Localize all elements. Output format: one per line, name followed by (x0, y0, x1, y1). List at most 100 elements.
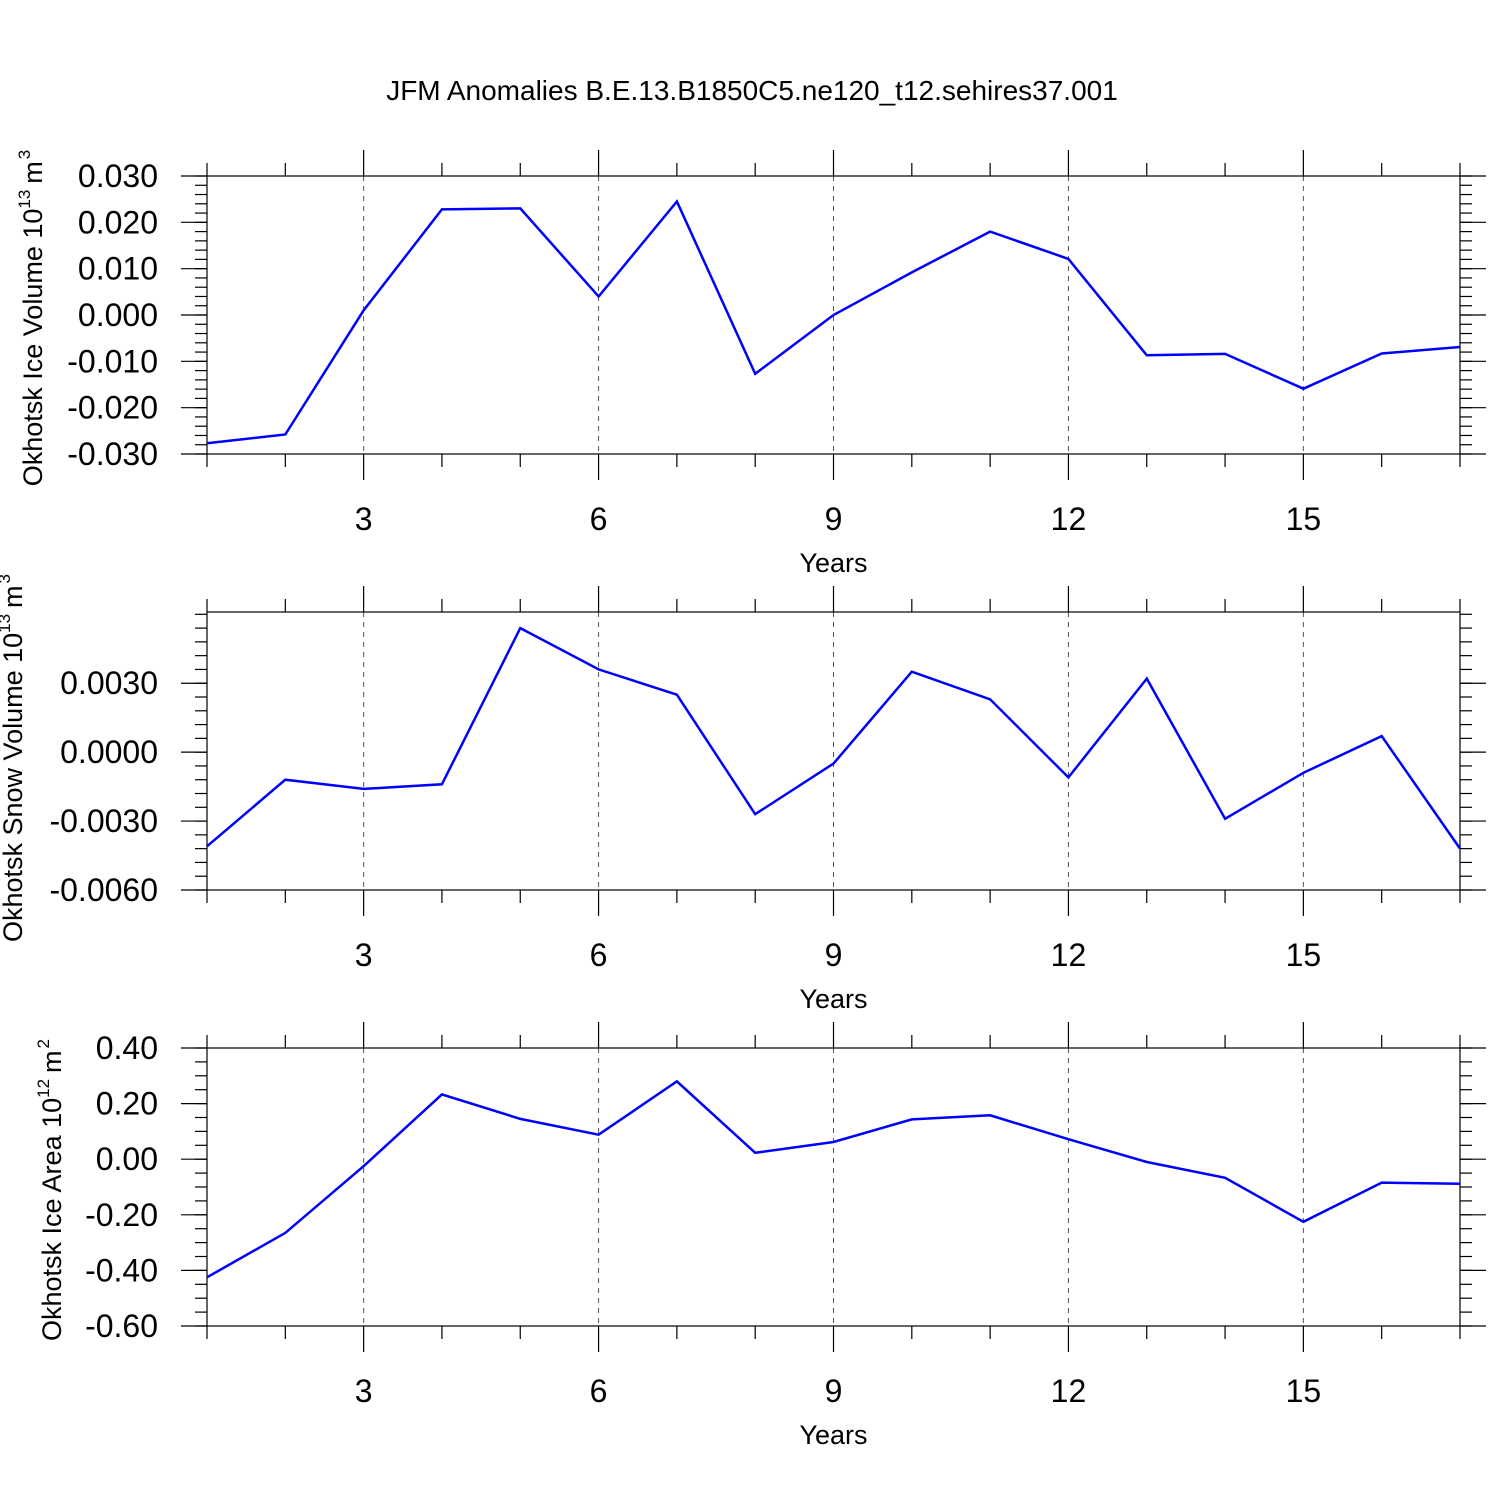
y-axis-title-unit: m (18, 161, 48, 184)
data-point (1457, 846, 1463, 852)
y-tick-label: -0.0060 (49, 872, 158, 908)
y-tick-label: 0.40 (96, 1030, 158, 1066)
chart-title: JFM Anomalies B.E.13.B1850C5.ne120_t12.s… (386, 75, 1118, 106)
data-point (1065, 774, 1071, 780)
data-point (1065, 1136, 1071, 1142)
data-point (1379, 733, 1385, 739)
x-tick-label: 9 (825, 937, 843, 973)
data-point (1222, 816, 1228, 822)
data-point (752, 371, 758, 377)
data-point (1144, 1159, 1150, 1165)
y-axis-title-unit: m (0, 585, 28, 608)
y-tick-label: 0.000 (78, 297, 158, 333)
panel-2: -0.0060 -0.0030 0.0000 0.0030 3 6 9 12 15 Years Ok… (0, 574, 1486, 1014)
data-point (909, 669, 915, 675)
data-point (1379, 1180, 1385, 1186)
data-point (204, 440, 210, 446)
data-point (282, 777, 288, 783)
x-tick-label: 12 (1051, 937, 1087, 973)
x-tick-label: 3 (355, 937, 373, 973)
y-axis-title-text: Okhotsk Ice Volume 10 (18, 209, 48, 487)
data-point (674, 1078, 680, 1084)
x-axis-title: Years (799, 984, 867, 1014)
y-axis-title: Okhotsk Snow Volume 1013 m 3 (0, 574, 28, 942)
data-point (204, 843, 210, 849)
data-point (1222, 1175, 1228, 1181)
data-point (752, 811, 758, 817)
y-axis-title-unit-exponent: 2 (34, 1039, 53, 1048)
data-point (1457, 1181, 1463, 1187)
data-point (1144, 676, 1150, 682)
data-point (752, 1150, 758, 1156)
data-point (517, 625, 523, 631)
x-tick-label: 3 (355, 501, 373, 537)
x-tick-label: 15 (1286, 937, 1322, 973)
data-point (1457, 344, 1463, 350)
y-tick-label: 0.010 (78, 251, 158, 287)
x-axis-title: Years (799, 548, 867, 578)
series-line (206, 199, 1461, 445)
data-point (1065, 256, 1071, 262)
data-point (831, 312, 837, 318)
series-line (206, 626, 1462, 850)
y-tick-label: -0.0030 (49, 803, 158, 839)
x-tick-label: 12 (1051, 501, 1087, 537)
data-point (596, 1132, 602, 1138)
y-axis-title: Okhotsk Ice Volume 1013 m 3 (15, 150, 48, 487)
x-tick-label: 6 (590, 1373, 608, 1409)
data-point (282, 432, 288, 438)
y-axis-title-unit: m (37, 1050, 67, 1073)
data-point (439, 1091, 445, 1097)
data-point (1144, 352, 1150, 358)
y-tick-label: -0.40 (85, 1252, 158, 1288)
y-tick-label: -0.20 (85, 1197, 158, 1233)
panel-1: -0.030 -0.020 -0.010 0.000 0.010 0.020 0.030 3 6… (15, 150, 1486, 578)
x-tick-label: 9 (825, 501, 843, 537)
y-tick-label: 0.00 (96, 1141, 158, 1177)
data-point (987, 1112, 993, 1118)
data-point (987, 696, 993, 702)
data-point (831, 761, 837, 767)
y-tick-label: 0.0030 (60, 665, 158, 701)
data-point (204, 1274, 210, 1280)
y-tick-label: -0.60 (85, 1308, 158, 1344)
x-tick-label: 6 (590, 937, 608, 973)
data-point (439, 206, 445, 212)
y-tick-label: -0.010 (67, 343, 158, 379)
panel-3: -0.60 -0.40 -0.20 0.00 0.20 0.40 3 6 9 12 15 Years O… (34, 1022, 1486, 1450)
y-axis-title-exponent: 12 (34, 1079, 53, 1098)
y-tick-label: 0.20 (96, 1086, 158, 1122)
data-point (909, 269, 915, 275)
data-point (674, 692, 680, 698)
y-tick-label: -0.030 (67, 436, 158, 472)
data-point (1222, 351, 1228, 357)
y-tick-label: 0.030 (78, 158, 158, 194)
x-tick-label: 6 (590, 501, 608, 537)
y-tick-label: 0.020 (78, 204, 158, 240)
data-point (596, 293, 602, 299)
y-axis-title-text: Okhotsk Snow Volume 10 (0, 633, 28, 942)
x-axis-title: Years (799, 1420, 867, 1450)
data-point (1300, 770, 1306, 776)
data-point (987, 229, 993, 235)
data-point (1379, 350, 1385, 356)
data-point (282, 1230, 288, 1236)
data-point (517, 1116, 523, 1122)
data-point (909, 1116, 915, 1122)
y-axis-title: Okhotsk Ice Area 1012 m 2 (34, 1039, 67, 1341)
data-point (517, 205, 523, 211)
y-axis-title-unit-exponent: 3 (15, 150, 34, 159)
y-axis-title-unit-exponent: 3 (0, 574, 14, 583)
x-tick-label: 15 (1286, 501, 1322, 537)
y-tick-label: 0.0000 (60, 734, 158, 770)
data-point (831, 1139, 837, 1145)
x-tick-label: 3 (355, 1373, 373, 1409)
data-point (596, 666, 602, 672)
x-tick-label: 9 (825, 1373, 843, 1409)
y-axis-title-text: Okhotsk Ice Area 10 (37, 1098, 67, 1341)
data-point (361, 786, 367, 792)
x-tick-label: 15 (1286, 1373, 1322, 1409)
x-tick-label: 12 (1051, 1373, 1087, 1409)
data-point (674, 198, 680, 204)
